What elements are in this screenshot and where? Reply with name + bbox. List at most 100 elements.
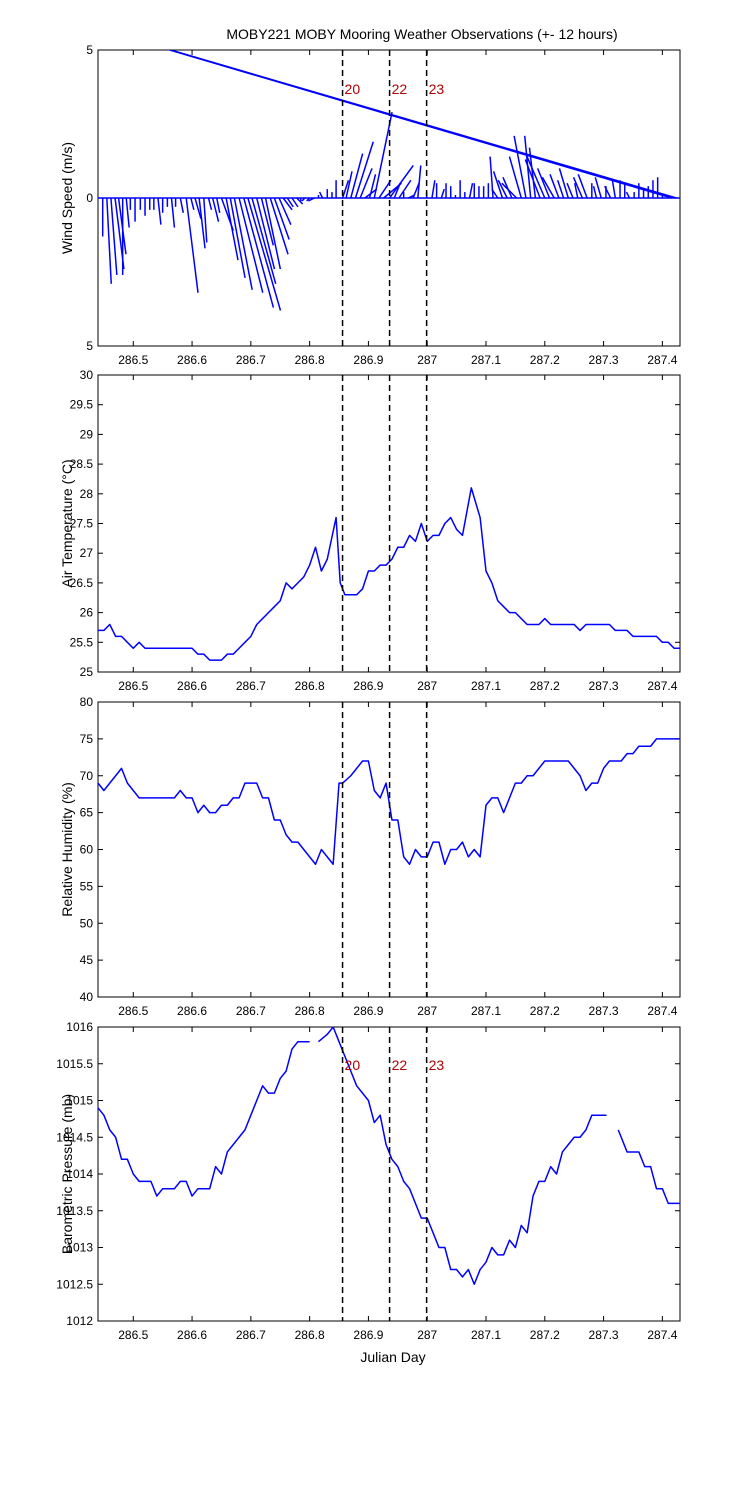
y-tick-label: 27 xyxy=(80,546,94,560)
y-tick-label: 29 xyxy=(80,427,94,441)
y-tick-label: 1012.5 xyxy=(56,1277,93,1291)
y-tick-label: 65 xyxy=(80,806,94,820)
wind-vector xyxy=(110,197,118,276)
y-tick-label: 80 xyxy=(80,695,94,709)
wind-vector xyxy=(574,183,579,199)
event-label: 23 xyxy=(429,81,445,97)
x-tick-label: 287.4 xyxy=(647,1328,677,1342)
wind-vector xyxy=(508,156,522,199)
wind-vector xyxy=(194,197,202,219)
y-tick-label: 26 xyxy=(80,606,94,620)
wind-vector xyxy=(373,112,393,199)
x-tick-label: 287.3 xyxy=(589,679,619,693)
wind-vector xyxy=(513,135,527,199)
wind-vector xyxy=(536,168,551,199)
series-line xyxy=(98,1040,310,1197)
x-tick-label: 286.9 xyxy=(353,679,383,693)
y-tick-label: 1012 xyxy=(66,1314,93,1328)
wind-vector xyxy=(440,188,445,199)
panel-wind-speed: N 505286.5286.6286.7286.8286.9287287.128… xyxy=(59,43,681,367)
wind-vector xyxy=(229,197,246,279)
wind-vector xyxy=(341,180,350,199)
wind-vector xyxy=(368,174,377,199)
wind-vector xyxy=(611,180,617,199)
wind-vector xyxy=(282,197,293,211)
x-tick-label: 287.1 xyxy=(471,353,501,367)
x-tick-label: 286.5 xyxy=(118,679,148,693)
wind-vector xyxy=(431,180,436,199)
x-tick-label: 286.9 xyxy=(353,1328,383,1342)
x-tick-label: 286.5 xyxy=(118,353,148,367)
wind-vector xyxy=(318,191,324,199)
wind-vector xyxy=(207,197,213,211)
wind-vector xyxy=(549,174,560,199)
y-tick-label: 1014 xyxy=(66,1167,93,1181)
x-tick-label: 287 xyxy=(417,353,437,367)
wind-vector xyxy=(308,197,315,202)
wind-vector xyxy=(491,188,499,199)
y-axis-label: Relative Humidity (%) xyxy=(59,782,75,917)
y-tick-label: 1015.5 xyxy=(56,1057,93,1071)
chart-title: MOBY221 MOBY Mooring Weather Observation… xyxy=(226,26,617,42)
x-tick-label: 287.1 xyxy=(471,1004,501,1018)
wind-vector xyxy=(198,197,206,249)
panel-air-temperature: 25 25.5 26 26.5 27 27.5 28 28.5 29 29.5 30 286.5 286… xyxy=(59,368,681,693)
wind-vector xyxy=(179,197,184,213)
wind-vector xyxy=(592,185,598,199)
wind-vector xyxy=(398,179,412,199)
wind-vector xyxy=(577,174,588,199)
wind-vector xyxy=(502,176,513,199)
y-tick-label: 40 xyxy=(80,990,94,1004)
x-tick-label: 286.5 xyxy=(118,1004,148,1018)
y-tick-label: 1016 xyxy=(66,1020,93,1034)
wind-vector xyxy=(393,182,401,199)
wind-vector xyxy=(524,159,541,199)
event-label: 20 xyxy=(345,81,361,97)
wind-vector xyxy=(255,197,276,270)
wind-vector xyxy=(225,197,239,261)
wind-vector xyxy=(345,171,353,199)
series-line xyxy=(317,1027,607,1285)
wind-vector xyxy=(468,183,474,199)
y-tick-label: 27.5 xyxy=(70,517,94,531)
y-tick-label: 28 xyxy=(80,487,94,501)
y-tick-label: 70 xyxy=(80,769,94,783)
wind-vector xyxy=(106,197,113,284)
y-tick-label: 0 xyxy=(86,191,93,205)
y-axis-label: Air Temperature (°C) xyxy=(59,459,75,587)
y-tick-label: 60 xyxy=(80,843,94,857)
y-tick-label: 1013.5 xyxy=(56,1204,93,1218)
wind-vector xyxy=(492,171,504,199)
x-tick-label: 287.2 xyxy=(530,679,560,693)
wind-vector xyxy=(301,197,306,202)
series-line xyxy=(98,738,680,865)
wind-vector xyxy=(604,185,612,199)
y-tick-label: 50 xyxy=(80,916,94,930)
x-tick-label: 287 xyxy=(417,1004,437,1018)
wind-vector xyxy=(278,197,292,225)
wind-vector xyxy=(125,197,130,228)
x-tick-label: 286.6 xyxy=(177,353,207,367)
y-tick-label: 1013 xyxy=(66,1241,93,1255)
y-axis-label: Wind Speed (m/s) xyxy=(59,142,75,254)
x-tick-label: 286.5 xyxy=(118,1328,148,1342)
wind-vector xyxy=(291,197,299,208)
plot-frame xyxy=(97,374,681,673)
wind-vector xyxy=(238,197,264,293)
y-tick-label: 25.5 xyxy=(70,635,94,649)
plot-area xyxy=(98,487,680,661)
x-tick-label: 286.7 xyxy=(236,1328,266,1342)
series-line xyxy=(617,1129,680,1205)
wind-vector xyxy=(412,182,420,199)
x-tick-label: 286.6 xyxy=(177,1004,207,1018)
wind-vector xyxy=(350,153,364,199)
wind-vector xyxy=(269,197,289,255)
x-tick-label: 286.7 xyxy=(236,1004,266,1018)
wind-vector xyxy=(526,156,546,199)
wind-vector xyxy=(233,197,253,290)
wind-vector xyxy=(185,197,199,293)
x-tick-label: 286.9 xyxy=(353,1004,383,1018)
wind-vector xyxy=(354,141,374,199)
wind-vector xyxy=(594,177,602,199)
